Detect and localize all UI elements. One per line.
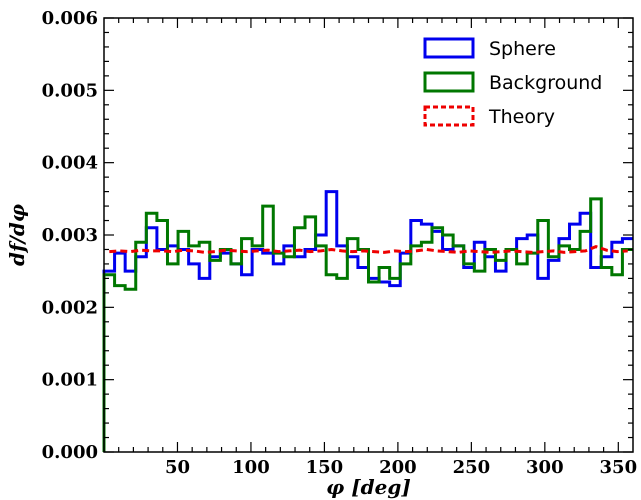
series-background: [102, 197, 633, 452]
series-theory: [109, 244, 628, 254]
x-tick-label: 150: [306, 457, 344, 478]
legend-label-theory: Theory: [488, 106, 555, 128]
legend: Sphere Background Theory: [423, 37, 602, 128]
x-tick-label: 250: [453, 457, 491, 478]
y-tick-label: 0.001: [42, 370, 98, 391]
legend-swatch-sphere: [423, 37, 475, 59]
series-layer: [102, 190, 633, 452]
tick-labels: 50 100 150 200 250 300 350 0.000 0.001 0.002 0.003…: [42, 8, 637, 478]
y-tick-label: 0.005: [42, 80, 98, 101]
y-tick-label: 0.004: [42, 153, 98, 174]
x-tick-label: 350: [600, 457, 638, 478]
legend-label-sphere: Sphere: [489, 38, 556, 60]
x-tick-label: 200: [379, 457, 417, 478]
x-tick-label: 100: [232, 457, 270, 478]
legend-label-background: Background: [489, 72, 602, 94]
x-tick-label: 50: [165, 457, 190, 478]
legend-swatch-background: [423, 71, 475, 93]
y-tick-label: 0.002: [42, 297, 98, 318]
legend-swatch-theory: [423, 105, 475, 127]
y-tick-label: 0.006: [42, 8, 98, 29]
ticks-layer: [104, 17, 633, 453]
y-tick-label: 0.003: [42, 225, 98, 246]
y-tick-label: 0.000: [42, 442, 98, 463]
x-axis-title: φ [deg]: [326, 475, 411, 499]
y-axis-title: df/dφ: [5, 204, 29, 266]
x-tick-label: 300: [526, 457, 564, 478]
